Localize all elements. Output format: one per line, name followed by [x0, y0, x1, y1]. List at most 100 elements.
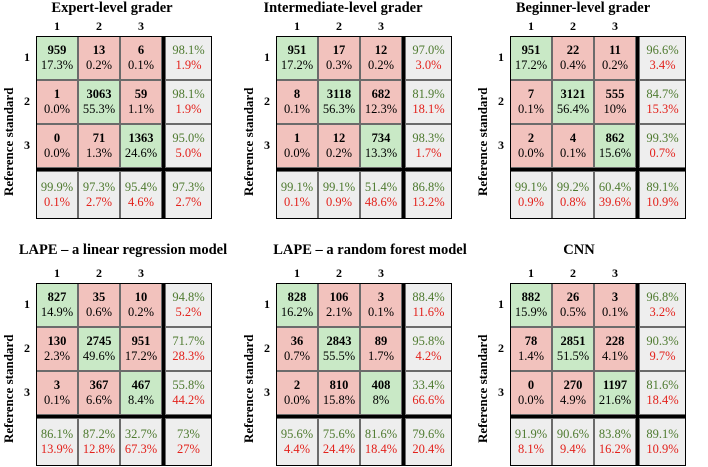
- cell-count: 555: [605, 87, 625, 101]
- matrix-cell-error: 4 0.1%: [552, 124, 594, 168]
- matrix-cell-error: 8 0.1%: [276, 80, 318, 124]
- precision-value: 71.7%: [172, 334, 205, 348]
- matrix-cell-error: 2 0.0%: [510, 124, 552, 168]
- summary-separator-horizontal: [36, 415, 212, 418]
- matrix-cell-error: 6 0.1%: [120, 36, 162, 80]
- column-summary-cell: 99.1% 0.1%: [276, 171, 318, 219]
- matrix-cell-correct: 951 17.2%: [510, 36, 552, 80]
- error-rate-value: 5.2%: [175, 305, 202, 319]
- cell-count: 13: [92, 43, 106, 57]
- column-summary-cell: 51.4% 48.6%: [360, 171, 402, 219]
- matrix-cell-error: 367 6.6%: [78, 371, 120, 415]
- row-summary-cell: 96.8% 3.2%: [639, 283, 686, 327]
- matrix-cell-correct: 2851 51.5%: [552, 327, 594, 371]
- error-rate-value: 18.4%: [646, 393, 679, 407]
- panel-title: Intermediate-level grader: [263, 0, 423, 16]
- cell-percent: 0.0%: [517, 146, 545, 160]
- cell-percent: 56.3%: [322, 102, 356, 116]
- column-summary-cell: 99.2% 0.8%: [552, 171, 594, 219]
- summary-separator-vertical: [402, 283, 405, 466]
- precision-value: 98.3%: [412, 131, 445, 145]
- recall-value: 86.1%: [40, 427, 74, 441]
- recall-value: 95.4%: [124, 180, 158, 194]
- cell-count: 0: [53, 131, 61, 145]
- recall-value: 51.4%: [364, 180, 398, 194]
- error-rate-value: 9.7%: [649, 349, 676, 363]
- cell-count: 1363: [128, 131, 154, 145]
- precision-value: 33.4%: [412, 378, 445, 392]
- miss-rate-value: 0.8%: [559, 195, 587, 209]
- matrix-cell-correct: 1197 21.6%: [594, 371, 636, 415]
- matrix-cell-error: 1 0.0%: [276, 124, 318, 168]
- cell-count: 3: [611, 290, 619, 304]
- precision-value: 96.8%: [646, 290, 679, 304]
- cell-count: 734: [371, 131, 391, 145]
- miss-rate-value: 12.8%: [82, 442, 116, 456]
- cell-percent: 0.1%: [283, 102, 311, 116]
- matrix-cell-correct: 408 8%: [360, 371, 402, 415]
- cell-percent: 8%: [372, 393, 390, 407]
- recall-value: 83.8%: [598, 427, 632, 441]
- cell-percent: 1.1%: [127, 102, 155, 116]
- y-axis-label: Reference standard: [475, 334, 490, 443]
- cell-percent: 0.2%: [85, 58, 113, 72]
- cell-count: 959: [47, 43, 67, 57]
- overall-error-value: 2.7%: [175, 195, 202, 209]
- cell-percent: 0.6%: [85, 305, 113, 319]
- row-summary-cell: 33.4% 66.6%: [405, 371, 452, 415]
- matrix-cell-error: 78 1.4%: [510, 327, 552, 371]
- precision-value: 96.6%: [646, 43, 679, 57]
- matrix-border: [510, 283, 686, 466]
- cell-count: 467: [131, 378, 151, 392]
- precision-value: 94.8%: [172, 290, 205, 304]
- error-rate-value: 3.2%: [649, 305, 676, 319]
- cell-count: 0: [527, 378, 535, 392]
- precision-value: 81.6%: [646, 378, 679, 392]
- precision-value: 97.0%: [412, 43, 445, 57]
- cell-count: 59: [134, 87, 148, 101]
- cell-count: 3121: [560, 87, 586, 101]
- column-label: 1: [54, 19, 60, 33]
- cell-count: 10: [134, 290, 148, 304]
- column-label: 1: [528, 266, 534, 280]
- miss-rate-value: 24.4%: [322, 442, 356, 456]
- cell-percent: 13.3%: [364, 146, 398, 160]
- cell-percent: 17.2%: [514, 58, 548, 72]
- cell-percent: 6.6%: [85, 393, 113, 407]
- row-summary-cell: 71.7% 28.3%: [165, 327, 212, 371]
- cell-count: 12: [332, 131, 346, 145]
- summary-separator-horizontal: [276, 168, 452, 171]
- matrix-cell-correct: 2745 49.6%: [78, 327, 120, 371]
- precision-value: 95.8%: [412, 334, 445, 348]
- matrix-cell-error: 0 0.0%: [36, 124, 78, 168]
- matrix-cell-error: 270 4.9%: [552, 371, 594, 415]
- column-label: 1: [294, 266, 300, 280]
- cell-count: 882: [521, 290, 541, 304]
- summary-separator-horizontal: [276, 415, 452, 418]
- summary-separator-vertical: [636, 283, 639, 466]
- matrix-border: [276, 36, 452, 219]
- cell-count: 71: [92, 131, 106, 145]
- panel-title: CNN: [563, 242, 595, 258]
- matrix-cell-error: 59 1.1%: [120, 80, 162, 124]
- error-rate-value: 1.9%: [175, 102, 202, 116]
- column-summary-cell: 99.1% 0.9%: [510, 171, 552, 219]
- y-axis-label: Reference standard: [1, 334, 16, 443]
- miss-rate-value: 39.6%: [598, 195, 632, 209]
- cell-percent: 0.2%: [601, 58, 629, 72]
- column-label: 3: [138, 19, 144, 33]
- cell-percent: 55.5%: [322, 349, 356, 363]
- column-summary-cell: 91.9% 8.1%: [510, 418, 552, 466]
- matrix-cell-correct: 882 15.9%: [510, 283, 552, 327]
- y-axis-label: Reference standard: [241, 87, 256, 196]
- cell-percent: 0.2%: [325, 146, 353, 160]
- cell-count: 951: [131, 334, 151, 348]
- cell-percent: 17.2%: [280, 58, 314, 72]
- recall-value: 99.1%: [280, 180, 314, 194]
- matrix-border: [510, 36, 686, 219]
- cell-percent: 0.7%: [283, 349, 311, 363]
- cell-percent: 8.4%: [127, 393, 155, 407]
- column-label: 2: [336, 19, 342, 33]
- row-label: 2: [498, 341, 504, 355]
- cell-count: 2: [293, 378, 301, 392]
